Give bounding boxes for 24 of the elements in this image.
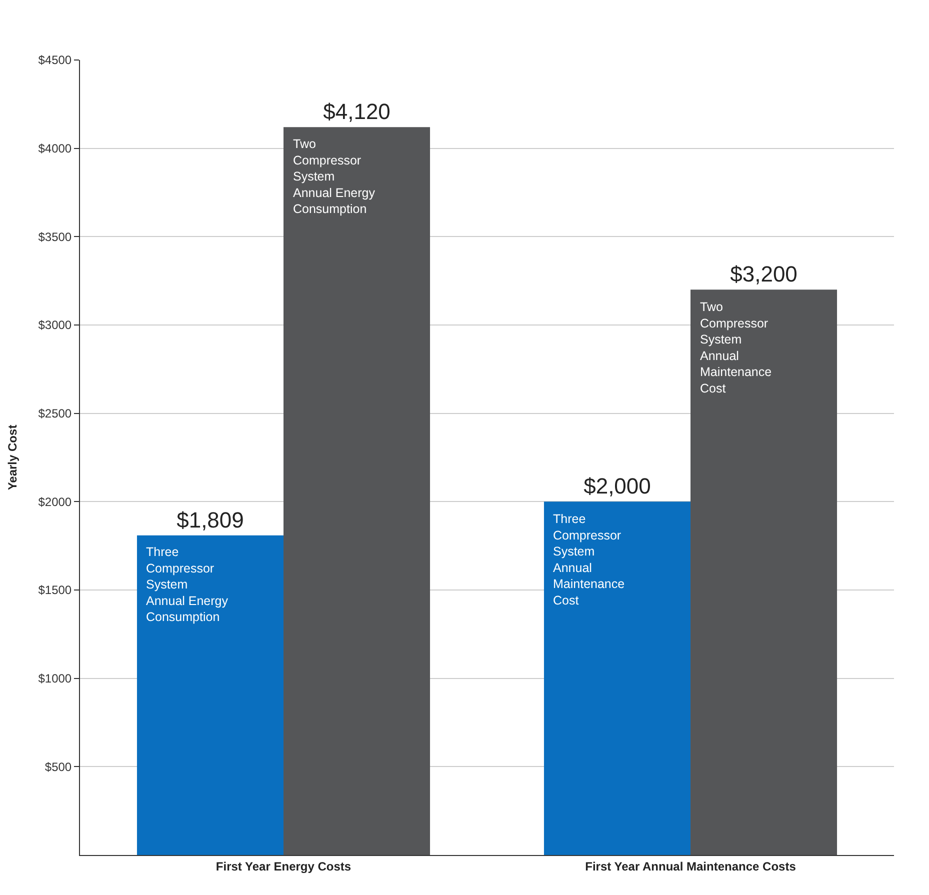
y-tick-label: $4000	[38, 142, 72, 156]
y-axis-title: Yearly Cost	[6, 424, 20, 490]
bar	[690, 290, 838, 855]
y-tick-label: $2500	[38, 406, 72, 421]
data-label: $2,000	[584, 474, 651, 499]
y-tick-label: $2000	[38, 494, 72, 509]
y-tick-label: $1500	[38, 583, 72, 598]
y-tick-label: $3000	[38, 318, 72, 332]
data-label: $1,809	[176, 507, 244, 532]
bar	[284, 127, 430, 855]
annotation: Three Compressor System Annual Energy Consumption	[146, 545, 229, 624]
y-tick-label: $1000	[38, 672, 72, 686]
x-tick-label: First Year Annual Maintenance Costs	[585, 859, 796, 874]
bar	[136, 535, 284, 855]
annotation: Three Compressor System Annual Maintenance Cost	[553, 512, 625, 608]
data-label: $4,120	[323, 99, 390, 124]
y-tick-label: $3500	[38, 230, 72, 244]
annotation: Two Compressor System Annual Energy Consumption	[293, 137, 376, 216]
data-label: $3,200	[730, 262, 798, 287]
bar	[544, 502, 690, 855]
y-tick-label: $500	[44, 760, 72, 774]
annotation: Two Compressor System Annual Maintenance Cost	[700, 300, 772, 396]
x-tick-label: First Year Energy Costs	[216, 859, 352, 874]
y-tick-label: $4500	[38, 53, 72, 68]
